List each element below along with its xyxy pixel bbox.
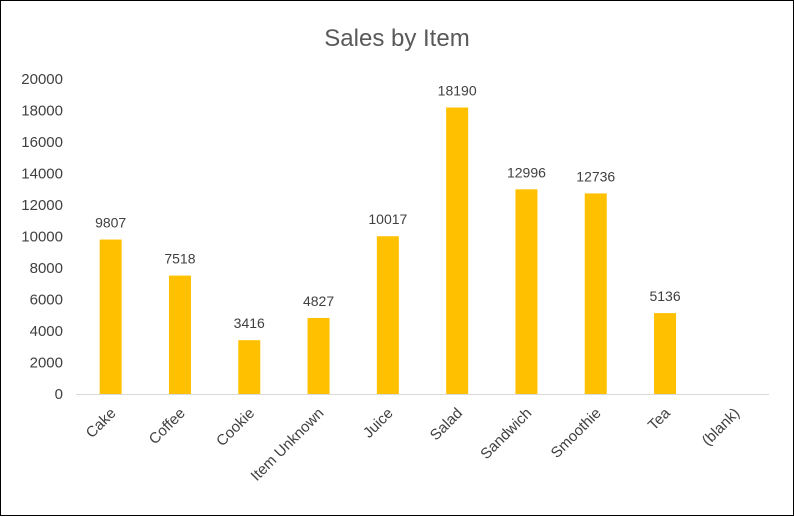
- y-tick-label: 16000: [21, 134, 63, 151]
- y-tick-label: 4000: [30, 323, 63, 340]
- bars: [99, 107, 677, 394]
- data-label: 12736: [576, 168, 615, 184]
- data-labels: 9807 7518 3416 4827 10017 18190 12996 12736 5136: [95, 83, 681, 332]
- x-tick-label: Sandwich: [477, 405, 535, 463]
- y-axis-ticks: 0 2000 4000 6000 8000 10000 12000 14000 16000 180…: [21, 71, 63, 403]
- bar-tea: [654, 313, 677, 394]
- bar-cake: [99, 239, 122, 394]
- bar-item-unknown: [307, 317, 330, 394]
- x-tick-label: Tea: [645, 404, 675, 434]
- bar-salad: [446, 107, 469, 394]
- x-tick-label: Coffee: [146, 405, 189, 448]
- bar-sandwich: [515, 189, 538, 394]
- data-label: 9807: [95, 215, 126, 231]
- x-tick-label: Salad: [427, 405, 466, 444]
- data-label: 4827: [303, 293, 334, 309]
- data-label: 12996: [507, 164, 546, 180]
- data-label: 18190: [438, 83, 477, 99]
- y-tick-label: 2000: [30, 355, 63, 372]
- x-tick-label: Smoothie: [548, 405, 605, 462]
- y-tick-label: 8000: [30, 260, 63, 277]
- x-tick-label: Juice: [360, 405, 397, 442]
- data-label: 10017: [368, 211, 407, 227]
- y-tick-label: 0: [55, 386, 63, 403]
- bar-cookie: [238, 340, 261, 394]
- data-label: 7518: [164, 251, 195, 267]
- y-tick-label: 10000: [21, 229, 63, 246]
- bar-coffee: [168, 275, 191, 394]
- y-tick-label: 20000: [21, 71, 63, 88]
- y-tick-label: 12000: [21, 197, 63, 214]
- data-label: 5136: [649, 288, 680, 304]
- y-tick-label: 18000: [21, 103, 63, 120]
- y-tick-label: 6000: [30, 292, 63, 309]
- x-tick-label: (blank): [699, 405, 743, 449]
- y-tick-label: 14000: [21, 166, 63, 183]
- chart-title: Sales by Item: [324, 25, 469, 52]
- data-label: 3416: [234, 315, 265, 331]
- x-tick-label: Item Unknown: [248, 405, 328, 485]
- bar-juice: [376, 236, 399, 394]
- x-tick-label: Cookie: [213, 405, 258, 450]
- x-tick-label: Cake: [83, 405, 120, 442]
- bar-smoothie: [584, 193, 607, 394]
